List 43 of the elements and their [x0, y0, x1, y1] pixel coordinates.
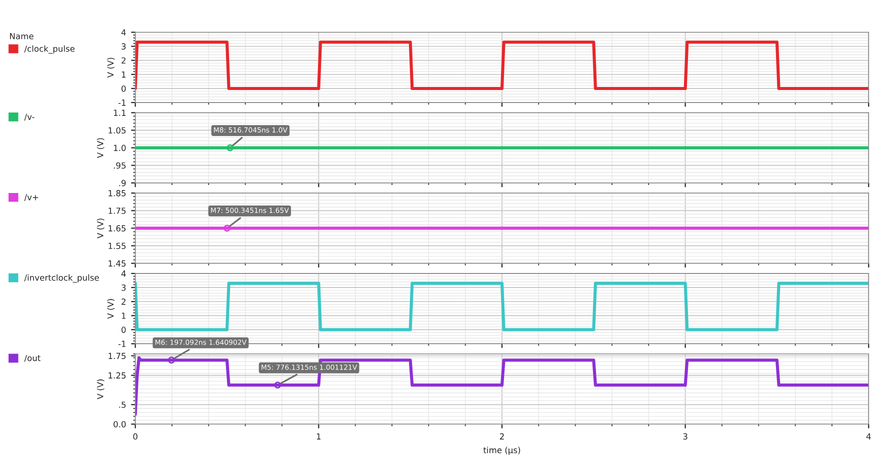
y-tick-label: .5 [119, 402, 126, 408]
y-axis-title: V (V) [107, 299, 115, 319]
y-tick-label: -1 [118, 340, 126, 347]
y-tick-label: 1.55 [108, 242, 126, 250]
y-tick-label: 3 [122, 43, 126, 50]
y-tick-label: .9 [119, 180, 126, 186]
y-tick-label: .95 [114, 162, 126, 169]
x-tick-label: 2 [500, 433, 504, 440]
y-tick-label: 2 [122, 57, 126, 64]
legend-label: /invertclock_pulse [24, 274, 99, 283]
y-tick-label: 1 [122, 312, 126, 319]
legend-label: /clock_pulse [24, 45, 75, 54]
legend-label: /v- [24, 114, 34, 121]
x-axis-title: time (µs) [483, 446, 520, 455]
y-axis-title: V (V) [96, 379, 104, 400]
x-tick-label: 1 [316, 433, 321, 440]
y-tick-label: 1.85 [108, 190, 126, 196]
y-tick-label: 4 [121, 29, 126, 36]
y-axis-title: V (V) [107, 58, 115, 78]
legend-label: /out [24, 354, 40, 362]
y-tick-label: 0 [122, 326, 126, 333]
y-tick-label: 2 [122, 298, 126, 305]
x-tick-label: 0 [133, 433, 138, 440]
y-tick-label: 1.1 [114, 110, 126, 116]
x-tick-label: 4 [866, 433, 871, 440]
legend-label: /v+ [24, 194, 38, 202]
y-tick-label: 1.0 [114, 144, 126, 152]
y-tick-label: 1.75 [108, 208, 126, 214]
x-tick-label: 3 [683, 433, 688, 440]
y-tick-label: 3 [122, 284, 126, 291]
y-axis-title: V (V) [96, 218, 104, 238]
y-tick-label: 1.65 [108, 225, 126, 232]
y-tick-label: 1.45 [108, 260, 126, 267]
y-tick-label: 1 [122, 72, 126, 78]
y-axis-title: V (V) [96, 138, 104, 158]
y-tick-label: 1.25 [108, 372, 126, 379]
y-tick-label: 0 [122, 85, 126, 92]
y-tick-label: 1.05 [108, 127, 126, 134]
y-tick-label: -1 [118, 100, 126, 106]
y-tick-label: 1.75 [108, 352, 126, 360]
y-tick-label: 4 [121, 270, 126, 277]
legend-title: Name [10, 33, 34, 40]
y-tick-label: 0.0 [114, 421, 126, 428]
